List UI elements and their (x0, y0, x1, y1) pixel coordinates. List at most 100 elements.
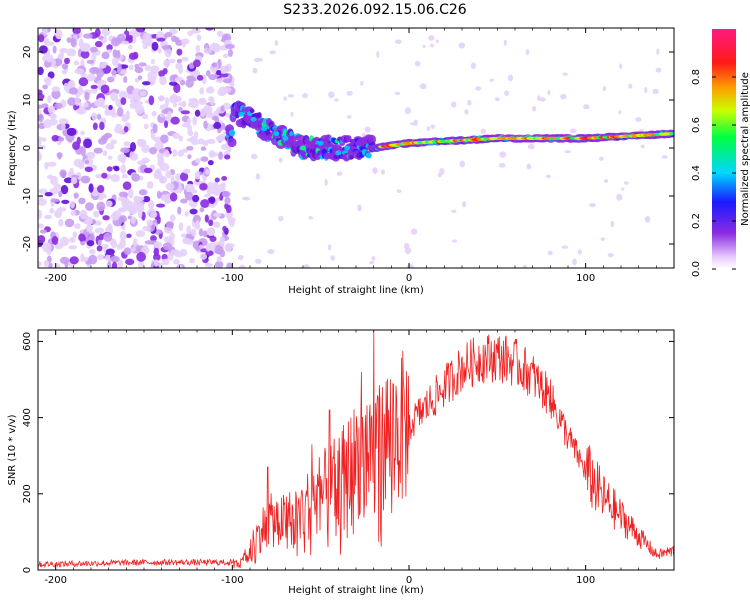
spectrogram-cell (220, 65, 228, 74)
spectrogram-cell (227, 137, 237, 148)
spectrogram-cell (205, 111, 214, 119)
spectrogram-cell (577, 249, 582, 255)
spectrogram-cell (94, 28, 101, 38)
spectrogram-cell (49, 113, 57, 120)
spectrogram-cell (70, 210, 77, 216)
spectrogram-cell (39, 229, 47, 234)
spectrogram-cell (83, 138, 93, 149)
spectrogram-cell (58, 118, 69, 125)
spectrogram-cell (228, 129, 236, 137)
spectrogram-cell (127, 188, 134, 199)
spectrogram-cell (137, 75, 143, 80)
spectrogram-cell (80, 253, 85, 263)
spectrogram-cell (66, 127, 77, 136)
spectrogram-cell (60, 184, 69, 195)
spectrogram-cell (186, 145, 194, 151)
spectrogram-cell (199, 253, 208, 260)
spectrogram-cell (153, 241, 163, 249)
spectrogram-cell (127, 215, 132, 220)
spectrogram-cell (191, 139, 200, 146)
spectrogram-cell (242, 196, 249, 201)
spectrogram-cell (610, 220, 615, 228)
spectrogram-cell (80, 50, 90, 59)
spectrogram-cell (669, 132, 674, 136)
spectrogram-cell (92, 122, 98, 131)
spectrogram-cell (504, 90, 510, 96)
spectrogram-cell (59, 236, 70, 247)
spectrogram-cell (164, 47, 172, 58)
spectrogram-cell (227, 49, 233, 58)
spectrogram-cell (161, 258, 170, 266)
spectrogram-y-tick-label: -10 (22, 188, 33, 204)
spectrogram-cell (289, 131, 294, 137)
spectrogram-cell (80, 175, 91, 184)
spectrogram-cell (250, 116, 257, 122)
spectrogram-cell (91, 112, 98, 121)
spectrogram-cell (163, 120, 169, 129)
spectrogram-cell (107, 155, 113, 160)
spectrogram-cell (149, 147, 158, 155)
spectrogram-cell (222, 78, 233, 84)
spectrogram-cell (78, 233, 86, 242)
spectrogram-cell (216, 256, 222, 263)
spectrogram-cell (207, 228, 214, 236)
spectrogram-cell (136, 251, 146, 262)
spectrogram-cell (106, 166, 113, 172)
spectrogram-y-ticks: -20 -10 0 10 20 (22, 46, 674, 252)
spectrogram-cell (222, 225, 227, 232)
spectrogram-cell (291, 28, 295, 32)
spectrogram-cell (72, 141, 80, 151)
spectrogram-cell (74, 68, 85, 75)
spectrogram-cell (176, 48, 183, 56)
spectrogram-cell (189, 258, 196, 264)
spectrogram-cell (209, 235, 217, 242)
spectrogram-cell (172, 102, 177, 108)
spectrogram-cell (170, 175, 175, 183)
spectrogram-cell (180, 79, 186, 86)
snr-x-tick-label: 0 (406, 575, 412, 586)
spectrogram-cell (181, 56, 189, 62)
spectrogram-cell (655, 67, 662, 73)
spectrogram-cell (86, 240, 95, 247)
spectrogram-cell (219, 249, 226, 258)
spectrogram-y-tick-label: -20 (22, 236, 33, 252)
spectrogram-cell (151, 111, 157, 117)
spectrogram-cell (134, 104, 145, 115)
spectrogram-cell (321, 148, 327, 155)
spectrogram-cell (38, 151, 41, 161)
spectrogram-cell (163, 150, 170, 158)
spectrogram-cell (119, 230, 127, 241)
spectrogram-cell (146, 181, 154, 189)
spectrogram-cell (562, 72, 568, 76)
spectrogram-cell (110, 212, 120, 221)
spectrogram-cell (199, 87, 205, 95)
spectrogram-cell (110, 112, 119, 118)
spectrogram-cell (203, 120, 208, 129)
snr-y-tick-label: 200 (22, 484, 33, 503)
spectrogram-cell (99, 121, 105, 131)
spectrogram-cell (43, 260, 49, 268)
spectrogram-cell (80, 146, 86, 157)
spectrogram-cell (616, 193, 623, 201)
snr-plot-area (38, 330, 674, 569)
spectrogram-cell (51, 89, 61, 100)
spectrogram-cell (77, 85, 84, 96)
spectrogram-cell (126, 233, 132, 239)
spectrogram-cell (202, 230, 208, 238)
spectrogram-cell (537, 95, 541, 102)
spectrogram-cell (156, 216, 161, 224)
spectrogram-cell (257, 111, 262, 119)
spectrogram-cell (525, 48, 530, 56)
spectrogram-cell (102, 215, 110, 221)
spectrogram-cell (208, 196, 216, 205)
spectrogram-cell (68, 245, 78, 250)
spectrogram-cell (142, 42, 149, 50)
spectrogram-cell (101, 172, 108, 179)
snr-y-tick-label: 400 (22, 408, 33, 427)
spectrogram-cell (167, 111, 172, 117)
spectrogram-cell (150, 235, 157, 242)
spectrogram-cell (214, 177, 220, 183)
spectrogram-cell (364, 126, 371, 133)
spectrogram-cell (90, 84, 98, 89)
spectrogram-cell (134, 100, 144, 106)
